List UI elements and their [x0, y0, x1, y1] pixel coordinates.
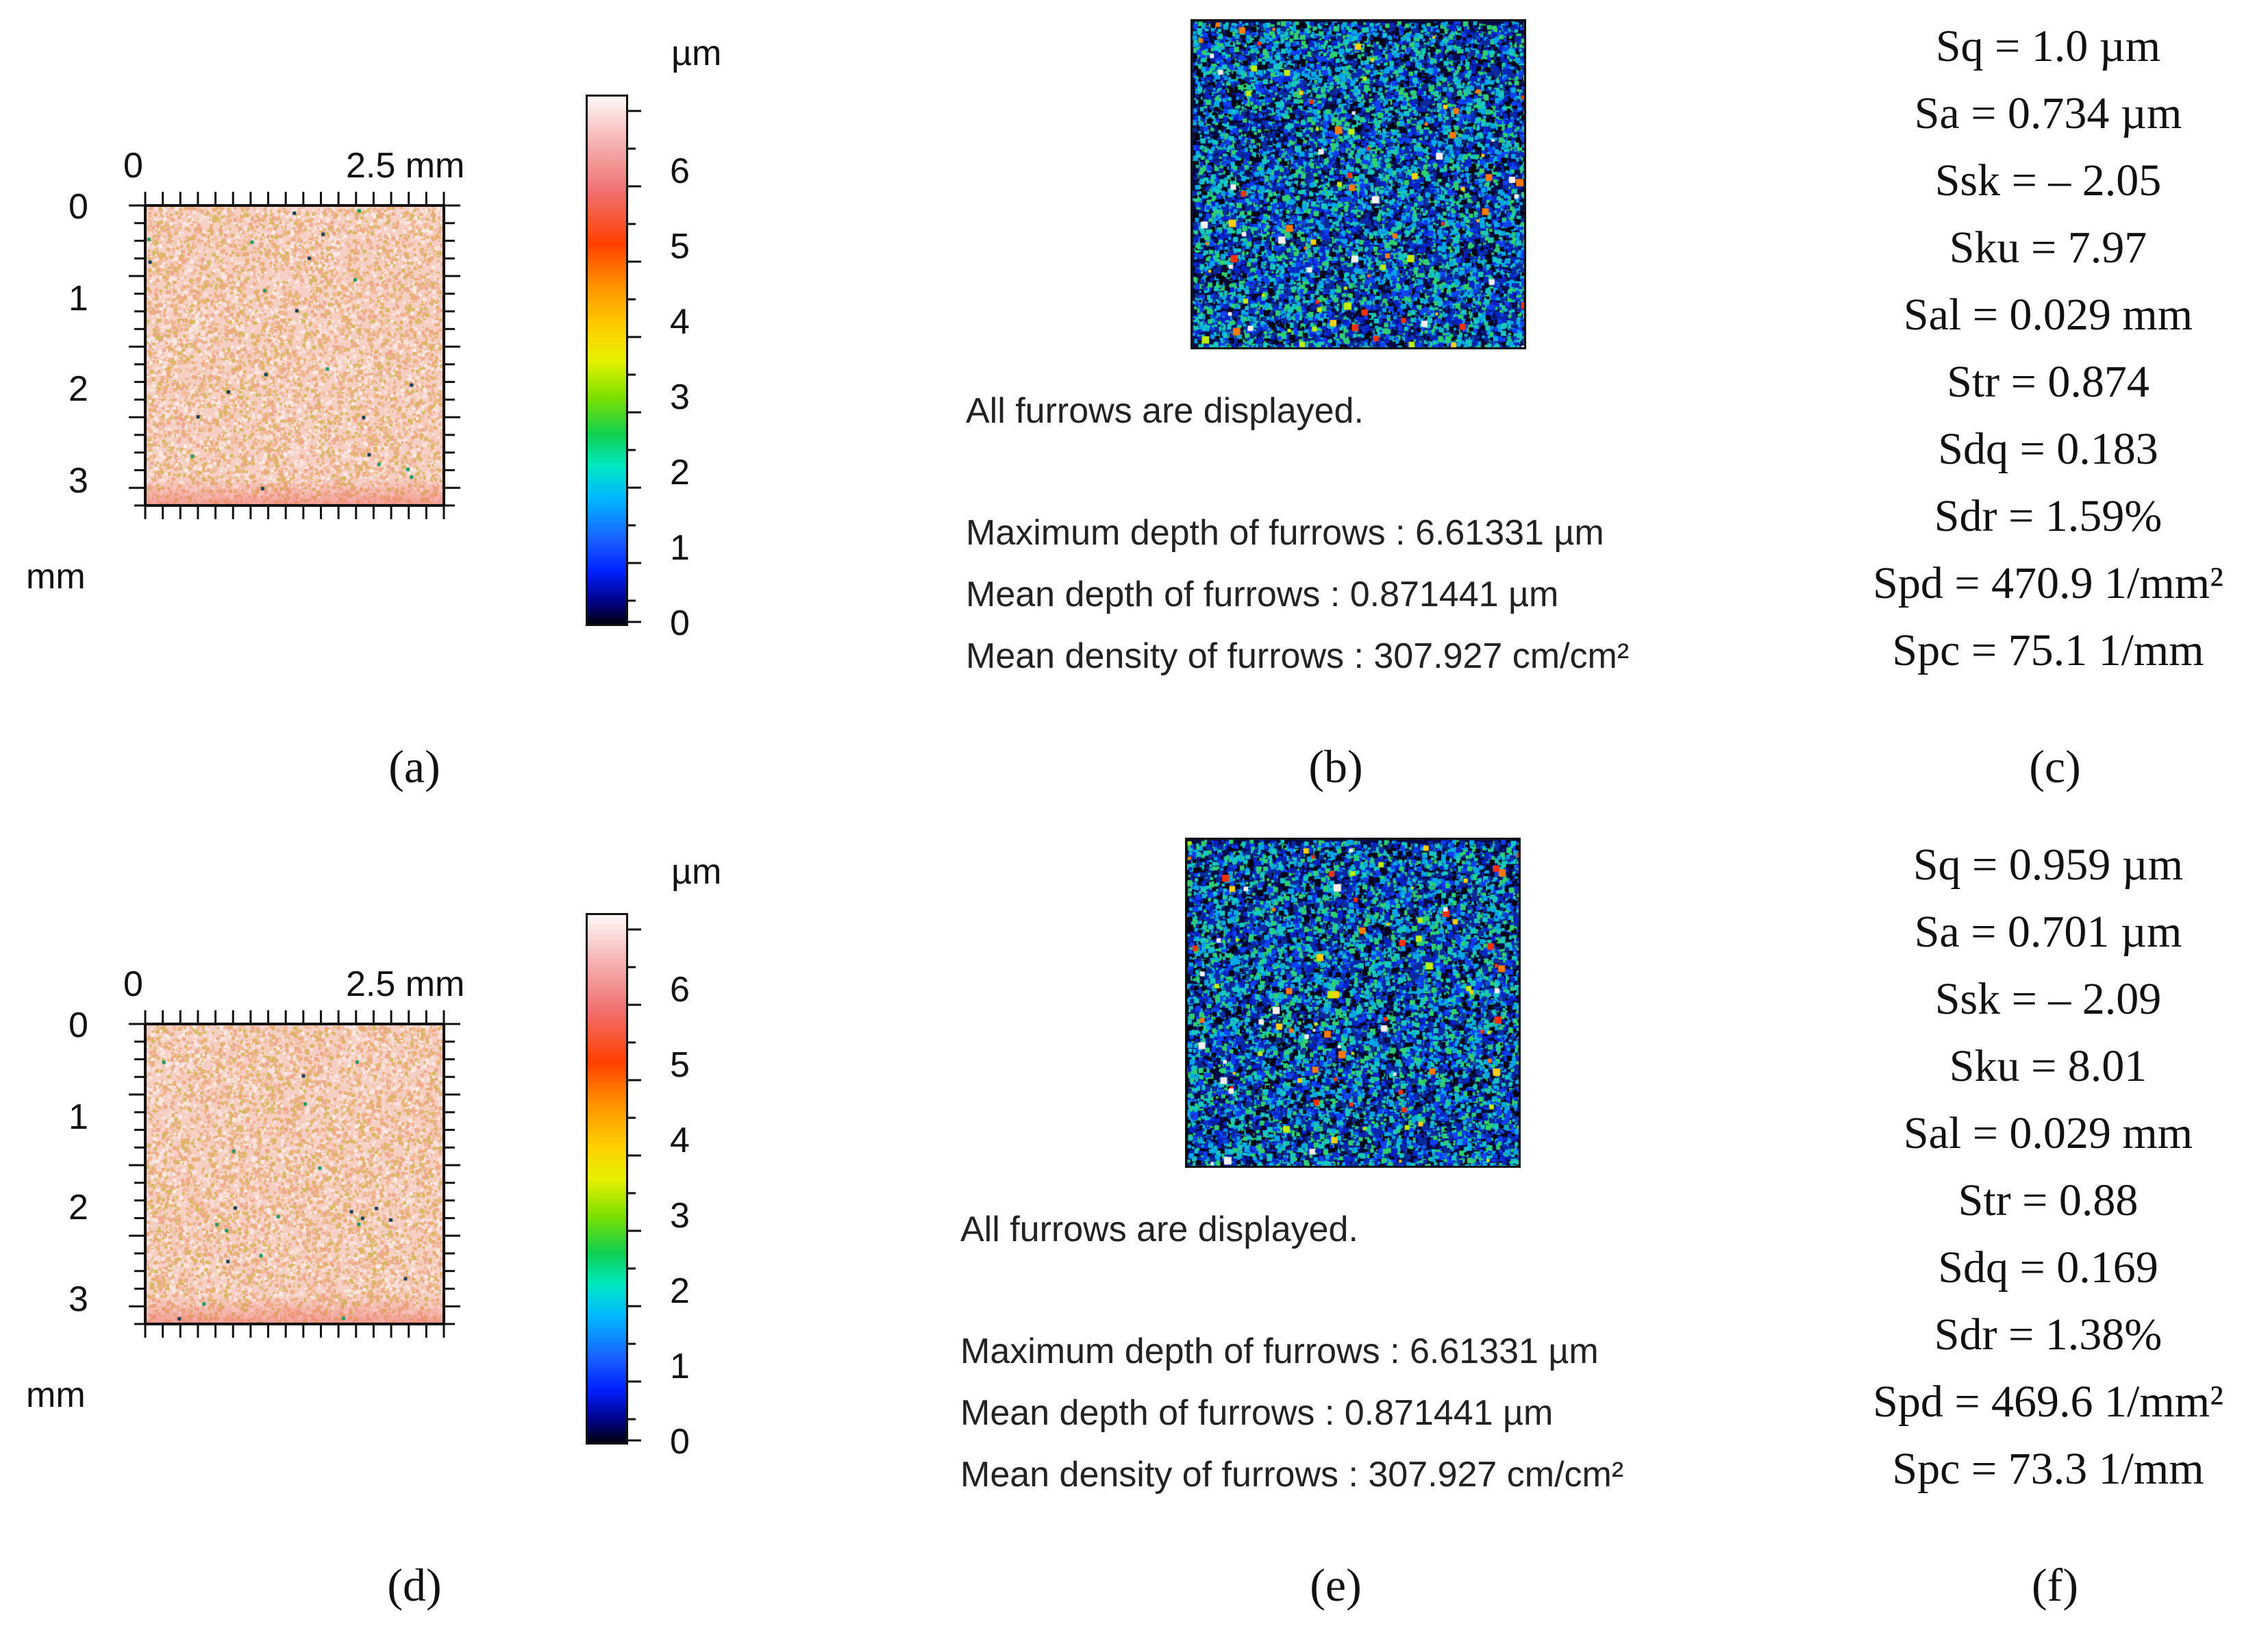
colorbar-label-5: 5	[670, 1045, 690, 1085]
height-map-texture	[145, 1024, 444, 1324]
figure-row-1: 0 2.5 mm 0 1 2 3 mm µm 6 5 4 3 2 1 0 All…	[26, 19, 2223, 792]
param-sq: Sq = 0.959 µm	[1912, 840, 2184, 890]
y-axis-label-2: 2	[68, 1188, 88, 1227]
colorbar	[586, 913, 628, 1445]
caption-f: (f)	[2032, 1559, 2078, 1611]
furrow-map	[1185, 838, 1521, 1168]
surface-height-map	[145, 205, 444, 505]
furrow-map	[1191, 19, 1526, 349]
furrow-max-depth: Maximum depth of furrows : 6.61331 µm	[966, 513, 1604, 553]
param-sdr: Sdr = 1.59%	[1934, 491, 2163, 541]
colorbar-label-4: 4	[670, 302, 690, 342]
colorbar-label-3: 3	[670, 377, 690, 417]
furrow-mean-depth: Mean depth of furrows : 0.871441 µm	[966, 575, 1559, 614]
y-axis-unit: mm	[26, 1375, 86, 1415]
x-axis-label-start: 0	[123, 964, 143, 1004]
y-axis-label-0: 0	[68, 187, 88, 227]
param-sa: Sa = 0.701 µm	[1914, 907, 2182, 957]
y-axis-label-1: 1	[68, 1097, 88, 1137]
y-axis-label-0: 0	[68, 1005, 88, 1045]
furrow-status: All furrows are displayed.	[960, 1210, 1358, 1249]
colorbar-unit: µm	[671, 852, 722, 892]
param-ssk: Ssk = – 2.05	[1934, 155, 2162, 205]
param-sal: Sal = 0.029 mm	[1903, 1108, 2193, 1158]
y-axis-unit: mm	[26, 557, 86, 597]
param-sdr: Sdr = 1.38%	[1934, 1310, 2163, 1360]
param-spd: Spd = 470.9 1/mm²	[1873, 558, 2223, 608]
param-spd: Spd = 469.6 1/mm²	[1873, 1377, 2223, 1427]
height-map-texture	[145, 205, 444, 505]
furrow-mean-density: Mean density of furrows : 307.927 cm/cm²	[966, 636, 1630, 676]
param-sku: Sku = 7.97	[1949, 223, 2147, 273]
furrow-status: All furrows are displayed.	[966, 391, 1364, 431]
param-spc: Spc = 75.1 1/mm	[1892, 625, 2204, 675]
furrow-mean-depth: Mean depth of furrows : 0.871441 µm	[960, 1393, 1554, 1433]
colorbar-label-2: 2	[670, 453, 690, 492]
colorbar-label-6: 6	[670, 151, 690, 191]
caption-a: (a)	[388, 740, 440, 792]
colorbar-ticks	[626, 928, 641, 1442]
figure-row-2: 0 2.5 mm 0 1 2 3 mm µm 6 5 4 3 2 1 0 All…	[0, 819, 2268, 1637]
colorbar	[586, 95, 628, 626]
param-spc: Spc = 73.3 1/mm	[1892, 1444, 2204, 1494]
colorbar-label-3: 3	[670, 1196, 690, 1236]
x-axis-label-start: 0	[123, 146, 143, 186]
x-axis-label-end: 2.5 mm	[346, 964, 465, 1004]
height-map-axes	[129, 1010, 460, 1338]
colorbar-unit: µm	[671, 34, 722, 73]
x-axis-label-end: 2.5 mm	[346, 146, 465, 186]
furrow-max-depth: Maximum depth of furrows : 6.61331 µm	[960, 1332, 1599, 1371]
colorbar-label-1: 1	[670, 528, 690, 568]
caption-e: (e)	[1310, 1559, 1362, 1611]
param-ssk: Ssk = – 2.09	[1934, 974, 2162, 1024]
surface-height-map	[145, 1024, 444, 1324]
furrow-map-texture	[1193, 21, 1524, 347]
y-axis-label-1: 1	[68, 279, 88, 318]
colorbar-label-0: 0	[670, 603, 690, 643]
caption-b: (b)	[1308, 740, 1363, 792]
y-axis-label-3: 3	[68, 461, 88, 501]
param-sdq: Sdq = 0.183	[1938, 424, 2158, 474]
colorbar-label-6: 6	[670, 970, 690, 1010]
height-map-axes	[129, 192, 460, 519]
colorbar-label-0: 0	[670, 1422, 690, 1462]
colorbar-label-1: 1	[670, 1347, 690, 1386]
param-sku: Sku = 8.01	[1949, 1041, 2147, 1091]
colorbar-label-4: 4	[670, 1121, 690, 1160]
colorbar-ticks	[626, 110, 641, 623]
caption-c: (c)	[2029, 740, 2081, 792]
param-sal: Sal = 0.029 mm	[1903, 290, 2193, 340]
furrow-mean-density: Mean density of furrows : 307.927 cm/cm²	[960, 1455, 1624, 1495]
param-str: Str = 0.88	[1958, 1175, 2139, 1225]
param-sq: Sq = 1.0 µm	[1935, 21, 2161, 71]
y-axis-label-2: 2	[68, 369, 88, 409]
colorbar-label-2: 2	[670, 1271, 690, 1311]
y-axis-label-3: 3	[68, 1279, 88, 1319]
colorbar-label-5: 5	[670, 227, 690, 266]
param-sdq: Sdq = 0.169	[1938, 1242, 2158, 1292]
caption-d: (d)	[387, 1559, 442, 1611]
param-sa: Sa = 0.734 µm	[1914, 88, 2182, 138]
param-str: Str = 0.874	[1947, 357, 2149, 407]
furrow-map-texture	[1187, 840, 1519, 1166]
